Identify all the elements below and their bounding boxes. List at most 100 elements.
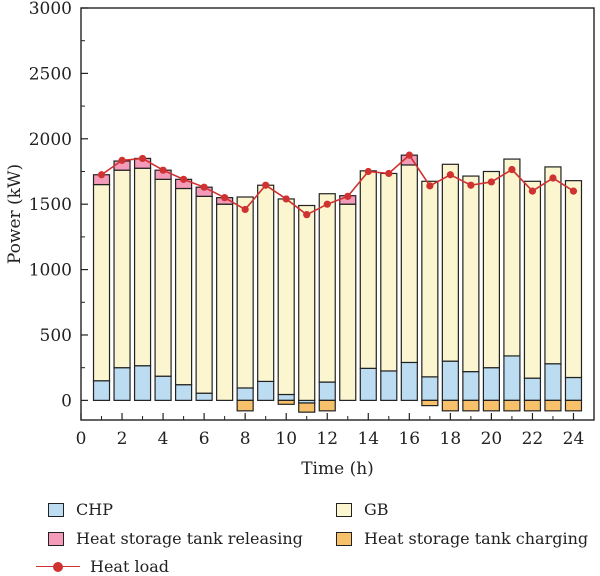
y-tick-label-3000: 3000	[29, 0, 72, 19]
legend-label-releasing: Heat storage tank releasing	[76, 529, 303, 548]
heat-load-point-5	[180, 175, 188, 183]
bar-chp-4	[154, 375, 172, 401]
bar-chp-23	[544, 363, 562, 401]
bar-chp-10	[277, 393, 295, 401]
x-tick-label-18: 18	[440, 429, 462, 449]
bar-gb-11	[298, 204, 316, 401]
legend-label-gb: GB	[364, 500, 389, 519]
heat-load-point-10	[282, 195, 290, 203]
legend-swatch-heat-load	[36, 560, 80, 574]
legend-swatch-gb	[336, 502, 352, 517]
heat-load-point-20	[487, 178, 495, 186]
heat-load-point-8	[241, 205, 249, 214]
bar-chp-12	[318, 381, 336, 401]
y-tick-label-0: 0	[61, 391, 72, 411]
heat-load-line	[101, 153, 574, 216]
legend-label-heat-load: Heat load	[90, 557, 170, 576]
heat-load-point-6	[200, 183, 208, 191]
bar-chp-17	[421, 376, 439, 401]
x-tick-label-14: 14	[357, 429, 379, 449]
bar-gb-18	[441, 163, 459, 362]
bar-gb-5	[174, 187, 193, 386]
bar-heat-storage-tank-charging-11	[298, 402, 316, 413]
bar-gb-9	[257, 184, 275, 383]
bar-chp-20	[482, 367, 501, 401]
heat-load-point-23	[549, 174, 557, 182]
legend-swatch-charging	[336, 531, 352, 546]
bar-heat-storage-tank-charging-21	[503, 399, 521, 412]
bar-gb-8	[236, 196, 254, 389]
bar-gb-12	[318, 193, 336, 383]
y-tick-label-2000: 2000	[29, 130, 72, 150]
bar-heat-storage-tank-charging-8	[236, 399, 254, 412]
legend-item-gb: GB	[336, 500, 389, 519]
bar-chp-21	[503, 355, 521, 401]
x-tick-label-12: 12	[316, 429, 338, 449]
bar-heat-storage-tank-charging-12	[318, 399, 336, 412]
legend-item-releasing: Heat storage tank releasing	[48, 529, 303, 548]
y-tick-label-2500: 2500	[29, 64, 72, 84]
heat-load-point-7	[221, 194, 229, 202]
bar-gb-2	[113, 169, 131, 369]
legend: CHP GB Heat storage tank releasing Heat …	[0, 492, 600, 576]
heat-load-point-21	[508, 165, 516, 174]
bar-gb-3	[133, 167, 152, 367]
bar-heat-storage-tank-charging-20	[482, 399, 501, 412]
heat-load-point-3	[138, 154, 147, 163]
bar-chp-6	[195, 392, 213, 401]
bar-gb-7	[216, 203, 234, 401]
bar-chp-24	[564, 376, 583, 401]
bar-heat-storage-tank-charging-17	[421, 399, 439, 407]
plot-frame	[80, 7, 595, 421]
legend-label-charging: Heat storage tank charging	[364, 529, 589, 548]
bar-gb-20	[482, 170, 501, 369]
legend-item-charging: Heat storage tank charging	[336, 529, 588, 548]
x-tick-label-4: 4	[158, 429, 169, 449]
y-tick-label-500: 500	[40, 326, 72, 346]
legend-label-chp: CHP	[76, 500, 113, 519]
bar-gb-24	[564, 180, 583, 379]
bar-gb-15	[380, 172, 398, 372]
legend-swatch-releasing	[48, 531, 64, 546]
x-tick-label-0: 0	[76, 429, 87, 449]
bar-gb-1	[92, 183, 111, 382]
bar-gb-23	[544, 166, 562, 365]
legend-item-chp: CHP	[48, 500, 113, 519]
heat-load-point-2	[118, 156, 126, 164]
y-tick-label-1500: 1500	[29, 195, 72, 215]
heat-load-point-17	[426, 182, 434, 190]
bar-gb-13	[339, 203, 357, 401]
bar-gb-22	[523, 180, 542, 379]
heat-load-point-11	[303, 211, 311, 219]
bar-gb-21	[503, 158, 521, 357]
bar-heat-storage-tank-charging-10	[277, 399, 295, 405]
bar-heat-storage-tank-charging-22	[523, 399, 542, 412]
axis-layer: 0 2 4 6 8 10 12 14 16 18 20 22 240500100015002000250…	[29, 0, 585, 449]
x-tick-label-24: 24	[563, 429, 585, 449]
y-tick-label-1000: 1000	[29, 261, 72, 281]
bar-chp-8	[236, 387, 254, 401]
bar-gb-6	[195, 195, 213, 394]
heat-load-point-9	[262, 181, 270, 189]
bar-chp-22	[523, 377, 542, 401]
heat-load-point-14	[364, 167, 372, 176]
bar-gb-14	[359, 170, 377, 369]
heat-load-point-4	[159, 166, 167, 174]
bar-gb-16	[400, 164, 418, 364]
bar-chp-3	[133, 365, 152, 401]
bar-heat-storage-tank-charging-19	[462, 399, 480, 412]
x-axis-title: Time (h)	[301, 459, 374, 479]
bar-gb-19	[462, 175, 480, 373]
heat-load-point-13	[344, 192, 352, 200]
bar-chp-5	[174, 384, 193, 401]
legend-swatch-chp	[48, 502, 64, 517]
bar-chp-18	[441, 360, 459, 401]
bar-gb-17	[421, 180, 439, 378]
bar-chp-19	[462, 371, 480, 401]
bar-chp-15	[380, 370, 398, 401]
heat-load-point-19	[467, 181, 475, 189]
y-axis-title: Power (kW)	[5, 164, 25, 264]
bars-layer	[92, 154, 583, 413]
bar-chp-1	[92, 380, 111, 401]
bar-heat-storage-tank-charging-18	[441, 399, 459, 412]
